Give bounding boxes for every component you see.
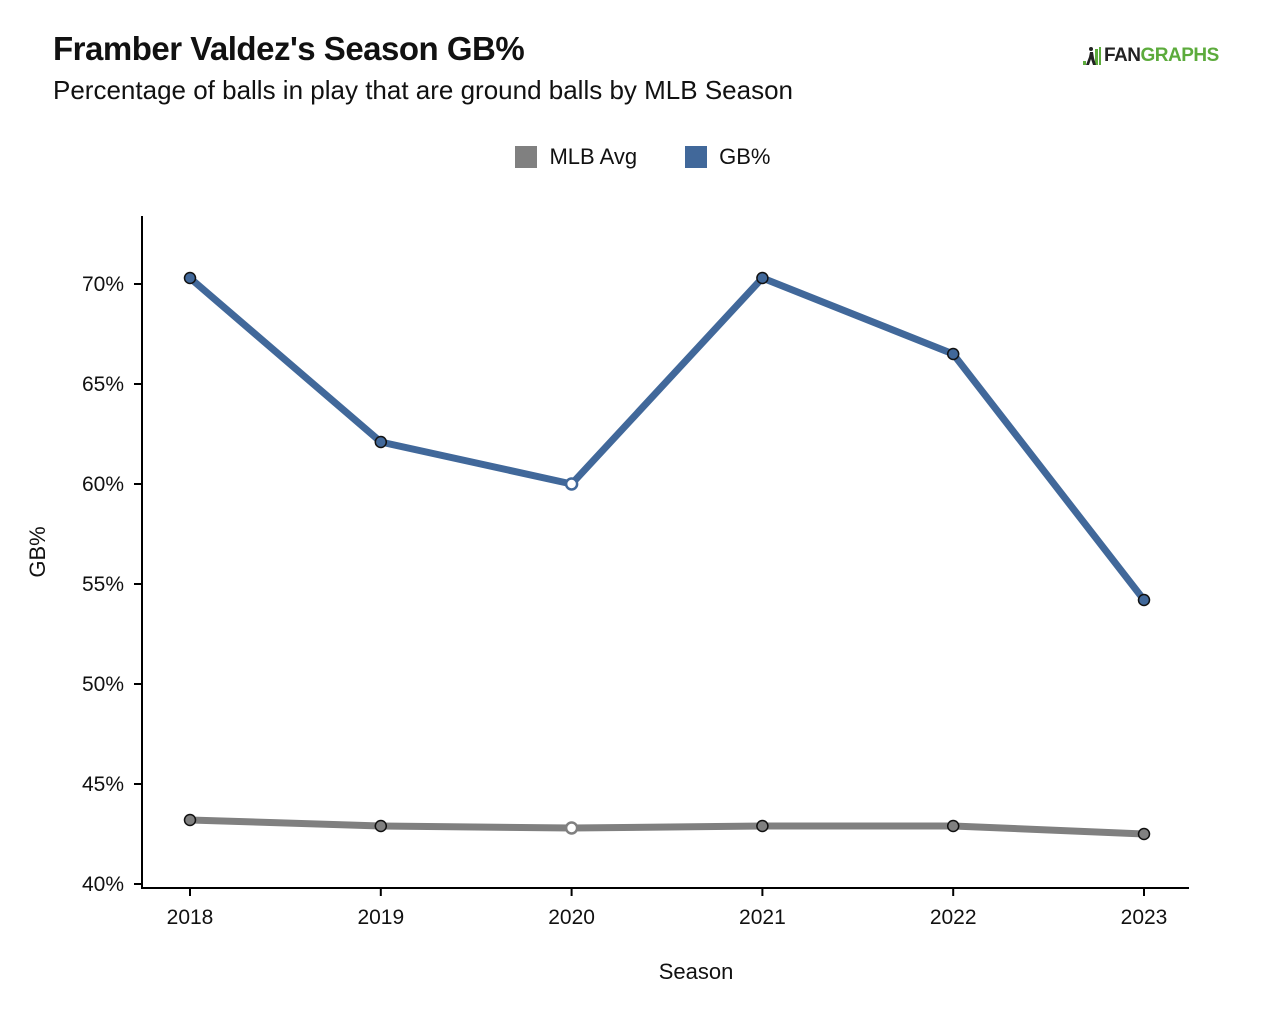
y-ticks: 40% 45% 50% 55% 60% 65% 70% bbox=[82, 273, 142, 896]
data-point-mlb-avg-2019[interactable] bbox=[374, 819, 388, 833]
legend-swatch-gb-pct bbox=[685, 146, 708, 168]
data-point-mlb-avg-2020[interactable] bbox=[564, 821, 579, 835]
x-tick-label: 2021 bbox=[739, 906, 786, 929]
data-point-mlb-avg-2022[interactable] bbox=[946, 819, 960, 833]
legend-label-gb-pct: GB% bbox=[719, 144, 771, 169]
y-tick-label: 65% bbox=[82, 373, 124, 396]
series bbox=[183, 271, 1151, 841]
fangraphs-logo[interactable]: FAN GRAPHS bbox=[1082, 44, 1219, 68]
brand-graphs-text: GRAPHS bbox=[1140, 45, 1220, 66]
brand-fan-text: FAN bbox=[1104, 45, 1141, 66]
x-tick-label: 2020 bbox=[548, 906, 595, 929]
series-line-gb bbox=[186, 274, 1148, 604]
data-point-gb-2019[interactable] bbox=[374, 435, 388, 449]
legend-item-gb-pct[interactable]: GB% bbox=[685, 144, 771, 170]
y-tick-label: 50% bbox=[82, 673, 124, 696]
legend-label-mlb-avg: MLB Avg bbox=[549, 144, 638, 169]
fangraphs-logo-icon bbox=[1083, 47, 1101, 65]
x-tick-label: 2023 bbox=[1121, 906, 1168, 929]
chart-title: Framber Valdez's Season GB% bbox=[53, 30, 525, 67]
y-tick-label: 40% bbox=[82, 873, 124, 896]
data-point-mlb-avg-2021[interactable] bbox=[756, 819, 769, 833]
data-point-gb-2020[interactable] bbox=[564, 477, 579, 491]
axes bbox=[141, 216, 1189, 889]
x-axis-title: Season bbox=[659, 959, 734, 984]
y-tick-label: 60% bbox=[82, 473, 124, 496]
data-point-gb-2021[interactable] bbox=[756, 271, 769, 285]
legend-swatch-mlb-avg bbox=[515, 146, 538, 168]
x-tick-label: 2019 bbox=[357, 906, 404, 929]
y-tick-label: 55% bbox=[82, 573, 124, 596]
data-point-gb-2022[interactable] bbox=[946, 347, 960, 361]
y-tick-label: 70% bbox=[82, 273, 124, 296]
series-line-mlb-avg bbox=[186, 816, 1148, 838]
x-tick-label: 2022 bbox=[930, 906, 977, 929]
y-tick-label: 45% bbox=[82, 773, 124, 796]
data-point-mlb-avg-2018[interactable] bbox=[183, 813, 197, 827]
data-point-mlb-avg-2023[interactable] bbox=[1137, 827, 1151, 841]
y-axis-title: GB% bbox=[25, 526, 50, 577]
data-point-gb-2018[interactable] bbox=[183, 271, 197, 285]
data-point-gb-2023[interactable] bbox=[1137, 593, 1151, 607]
chart-subtitle: Percentage of balls in play that are gro… bbox=[53, 75, 794, 105]
x-tick-label: 2018 bbox=[167, 906, 214, 929]
chart-legend: MLB Avg GB% bbox=[0, 144, 1266, 170]
legend-item-mlb-avg[interactable]: MLB Avg bbox=[515, 144, 637, 170]
x-ticks: 2018 2019 2020 2021 2022 2023 bbox=[167, 888, 1168, 929]
